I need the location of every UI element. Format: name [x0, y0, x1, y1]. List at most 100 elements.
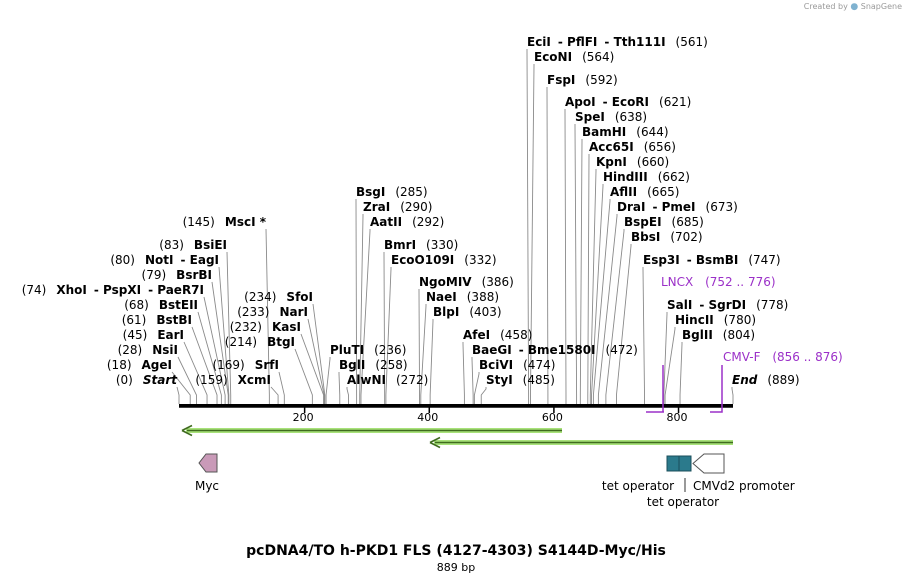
site-label-afei[interactable]: AfeI (458) — [463, 328, 532, 342]
site-label-bmri[interactable]: BmrI (330) — [384, 238, 458, 252]
leader-alwni — [346, 387, 349, 404]
site-position: (561) — [676, 35, 708, 49]
site-label-xhoi[interactable]: (74) XhoI - PspXI - PaeR7I — [22, 283, 204, 297]
site-label-hindiii[interactable]: HindIII (662) — [603, 170, 690, 184]
site-position: (214) — [225, 335, 257, 349]
site-label-ngomiv[interactable]: NgoMIV (386) — [419, 275, 514, 289]
site-label-bsgi[interactable]: BsgI (285) — [356, 185, 428, 199]
site-position: (258) — [375, 358, 407, 372]
leader-sali — [663, 312, 668, 404]
site-label-spei[interactable]: SpeI (638) — [575, 110, 647, 124]
site-label-pluti[interactable]: PluTI (236) — [330, 343, 406, 357]
leader-baegi — [471, 357, 474, 404]
enzyme-name: Acc65I — [589, 140, 634, 154]
enzyme-name: BamHI — [582, 125, 626, 139]
site-label-bgli[interactable]: BglI (258) — [339, 358, 408, 372]
site-label-end[interactable]: End (889) — [732, 373, 800, 387]
site-label-bcivi[interactable]: BciVI (474) — [479, 358, 555, 372]
site-label-kasi[interactable]: (232) KasI — [230, 320, 301, 334]
leader-nsii — [177, 356, 197, 404]
leader-ngomiv — [418, 289, 420, 404]
site-position: (236) — [374, 343, 406, 357]
site-label-hincii[interactable]: HincII (780) — [675, 313, 756, 327]
site-label-blpi[interactable]: BlpI (403) — [433, 305, 502, 319]
site-label-fspi[interactable]: FspI (592) — [547, 73, 618, 87]
site-position: (474) — [523, 358, 555, 372]
site-label-sfoi[interactable]: (234) SfoI — [244, 290, 313, 304]
leader-xhoi — [203, 296, 226, 404]
leader-styi — [480, 387, 487, 404]
site-label-bsteii[interactable]: (68) BstEII — [124, 298, 198, 312]
credit-text: Created by — [803, 2, 848, 11]
site-label-nari[interactable]: (233) NarI — [237, 305, 308, 319]
site-label-styi[interactable]: StyI (485) — [486, 373, 555, 387]
map-length: 889 bp — [436, 561, 476, 574]
site-label-bsiei[interactable]: (83) BsiEI — [159, 238, 227, 252]
site-label-eari[interactable]: (45) EarI — [123, 328, 184, 342]
enzyme-name: - EcoRI — [603, 95, 649, 109]
tick-label-400: 400 — [417, 411, 438, 424]
enzyme-name: BsiEI — [194, 238, 227, 252]
enzyme-name: SalI — [667, 298, 692, 312]
leader-bmri — [383, 252, 386, 404]
map-title: pcDNA4/TO h-PKD1 FLS (4127-4303) S4144D-… — [246, 543, 666, 559]
site-label-apoi[interactable]: ApoI - EcoRI (621) — [565, 95, 691, 109]
site-label-acc65i[interactable]: Acc65I (656) — [589, 140, 676, 154]
tick-label-800: 800 — [667, 411, 688, 424]
site-label-nsii[interactable]: (28) NsiI — [118, 343, 178, 357]
site-label-btgi[interactable]: (214) BtgI — [225, 335, 295, 349]
site-label-bamhi[interactable]: BamHI (644) — [582, 125, 669, 139]
site-label-alwni[interactable]: AlwNI (272) — [347, 373, 428, 387]
site-position: (685) — [672, 215, 704, 229]
site-label-eco0109i[interactable]: EcoO109I (332) — [391, 253, 497, 267]
site-label-zrai[interactable]: ZraI (290) — [363, 200, 432, 214]
enzyme-name: DraI — [617, 200, 645, 214]
site-position: (68) — [124, 298, 149, 312]
enzyme-name: - Tth111I — [604, 35, 665, 49]
site-position: (28) — [118, 343, 143, 357]
site-position: (0) — [116, 373, 133, 387]
enzyme-name: KasI — [272, 320, 301, 334]
enzyme-name: Esp3I — [643, 253, 680, 267]
site-label-bstbi[interactable]: (61) BstBI — [122, 313, 192, 327]
site-label-kpni[interactable]: KpnI (660) — [596, 155, 669, 169]
site-label-srfi[interactable]: (169) SrfI — [212, 358, 279, 372]
site-label-bsrbi[interactable]: (79) BsrBI — [142, 268, 212, 282]
enzyme-name: AlwNI — [347, 373, 386, 387]
site-label-naei[interactable]: NaeI (388) — [426, 290, 499, 304]
site-position: (232) — [230, 320, 262, 334]
site-label-baegi[interactable]: BaeGI - Bme1580I (472) — [472, 343, 638, 357]
leader-bsteii — [197, 311, 222, 404]
enzyme-name: PluTI — [330, 343, 364, 357]
site-label-xcmi[interactable]: (159) XcmI — [195, 373, 271, 387]
site-label-aflii[interactable]: AflII (665) — [610, 185, 679, 199]
site-label-bbsi[interactable]: BbsI (702) — [631, 230, 703, 244]
site-label-start[interactable]: (0) Start — [116, 373, 178, 387]
site-label-ecii[interactable]: EciI - PflFI - Tth111I (561) — [527, 35, 708, 49]
site-label-noti[interactable]: (80) NotI - EagI — [110, 253, 219, 267]
site-label-econi[interactable]: EcoNI (564) — [534, 50, 614, 64]
site-label-bspei[interactable]: BspEI (685) — [624, 215, 704, 229]
enzyme-name: EciI — [527, 35, 551, 49]
site-position: (169) — [212, 358, 244, 372]
enzyme-name: BciVI — [479, 358, 513, 372]
enzyme-name: AfeI — [463, 328, 490, 342]
leader-bsiei — [226, 251, 232, 404]
site-position: (74) — [22, 283, 47, 297]
leader-end — [731, 387, 734, 404]
myc-label: Myc — [195, 479, 219, 493]
leader-kpni — [589, 169, 597, 404]
site-label-bglii[interactable]: BglII (804) — [682, 328, 755, 342]
site-label-agei[interactable]: (18) AgeI — [107, 358, 172, 372]
site-position: (61) — [122, 313, 147, 327]
site-label-aatii[interactable]: AatII (292) — [370, 215, 444, 229]
site-label-sali[interactable]: SalI - SgrDI (778) — [667, 298, 788, 312]
leader-naei — [420, 304, 427, 404]
site-position: (83) — [159, 238, 184, 252]
cmvf-feature-label: CMV-F (856 .. 876) — [723, 350, 843, 364]
site-label-esp3i[interactable]: Esp3I - BsmBI (747) — [643, 253, 781, 267]
restriction-site-labels: (0) Start (18) AgeI(28) NsiI (45) EarI (61) BstB… — [22, 35, 800, 387]
site-position: (45) — [123, 328, 148, 342]
site-label-drai[interactable]: DraI - PmeI (673) — [617, 200, 738, 214]
site-label-msci[interactable]: (145) MscI * — [183, 215, 267, 229]
